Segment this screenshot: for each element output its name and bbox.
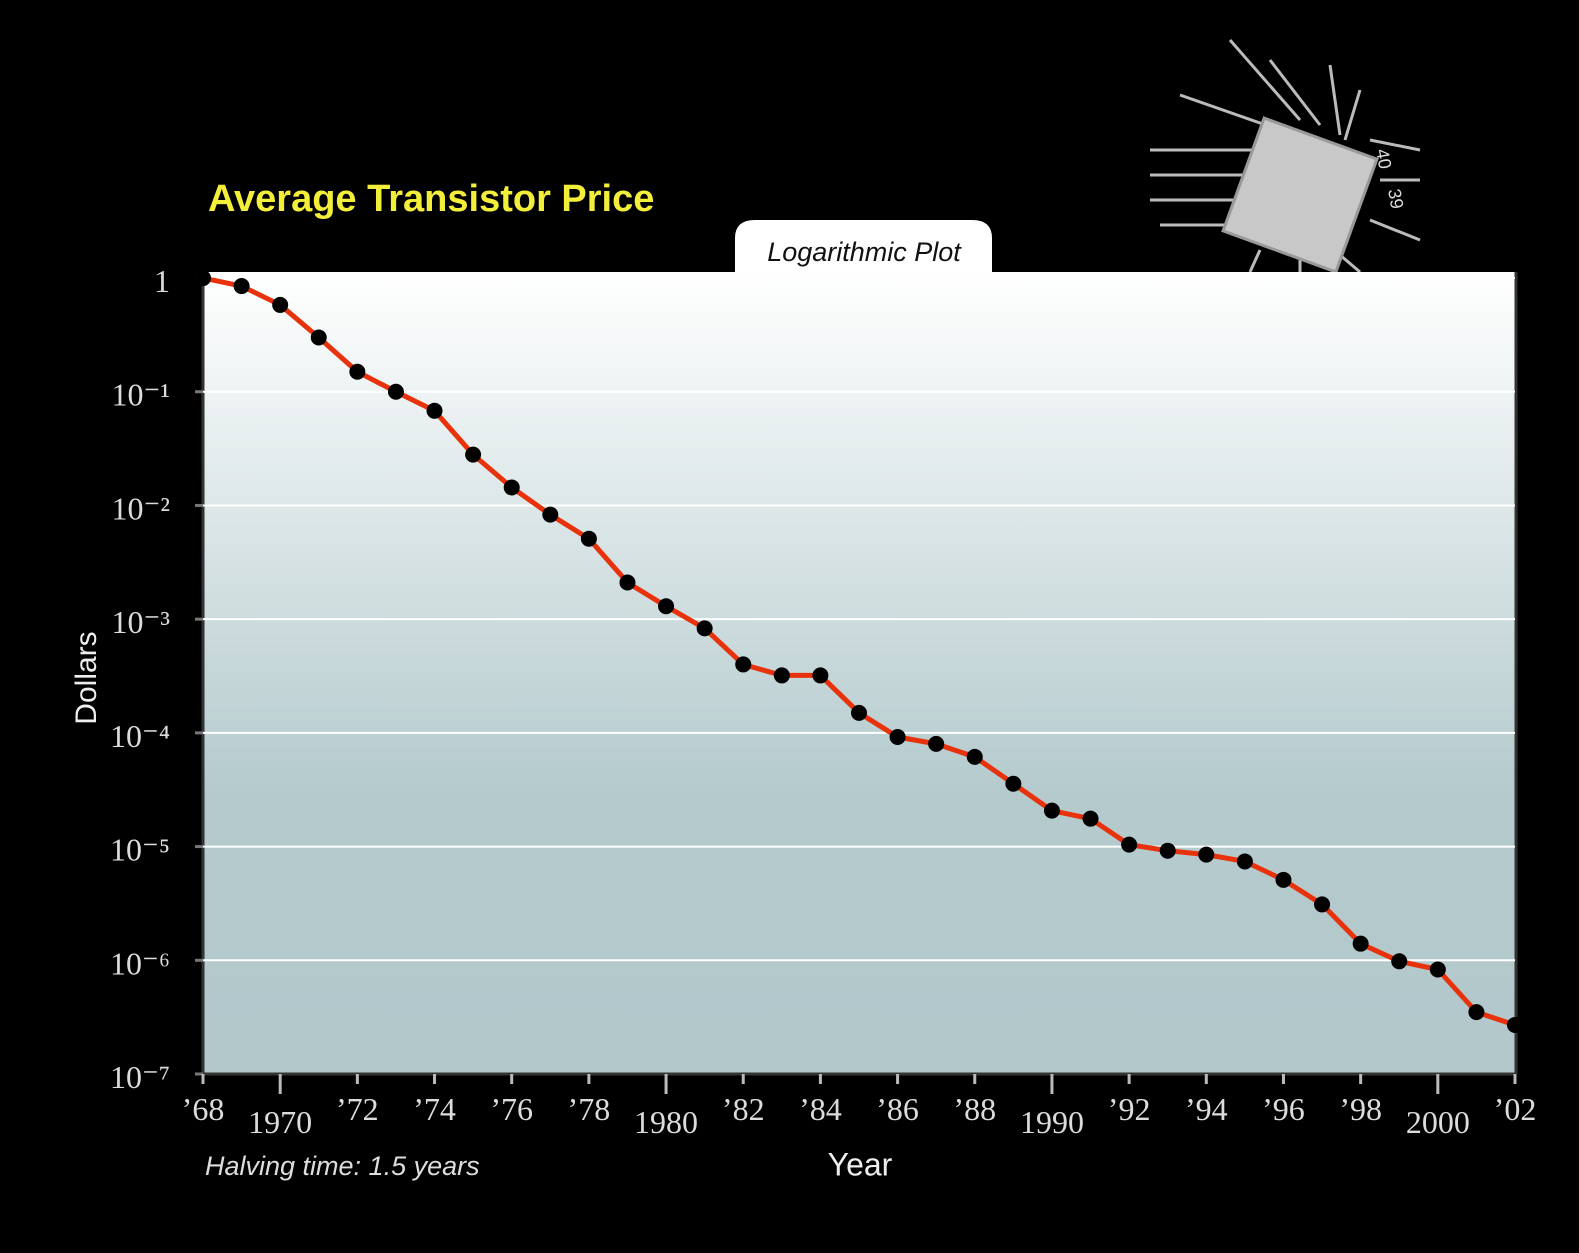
x-tick-label: ’72	[336, 1091, 379, 1127]
x-tick-label: ’74	[413, 1091, 456, 1127]
x-tick-label: 1980	[634, 1104, 698, 1140]
data-point	[1082, 810, 1099, 827]
data-point	[928, 735, 945, 752]
y-tick-label: 10⁻¹	[112, 377, 170, 413]
chip-pin-label: 40	[1372, 147, 1395, 170]
data-point	[1005, 775, 1022, 792]
data-point	[812, 667, 829, 684]
data-point	[966, 748, 983, 765]
data-point	[1275, 871, 1292, 888]
data-point	[195, 270, 211, 287]
y-tick-label: 1	[154, 263, 170, 299]
data-point	[1314, 896, 1331, 913]
y-tick-label: 10⁻⁷	[110, 1059, 170, 1095]
chart-title: Average Transistor Price	[208, 178, 654, 220]
data-point	[1236, 853, 1253, 870]
data-point	[1198, 846, 1215, 863]
y-tick-label: 10⁻⁵	[110, 832, 170, 868]
data-point	[503, 479, 520, 496]
x-tick-label: ’94	[1185, 1091, 1228, 1127]
x-tick-label: ’98	[1339, 1091, 1382, 1127]
data-point	[542, 506, 559, 523]
data-point	[387, 383, 404, 400]
x-tick-label: ’92	[1108, 1091, 1151, 1127]
data-point	[1507, 1016, 1523, 1033]
data-point	[696, 620, 713, 637]
data-point	[1352, 935, 1369, 952]
data-point	[310, 329, 327, 346]
x-tick-label: ’86	[876, 1091, 919, 1127]
x-tick-label: ’02	[1494, 1091, 1537, 1127]
x-tick-label: ’96	[1262, 1091, 1305, 1127]
annotation: Halving time: 1.5 years	[205, 1151, 480, 1181]
data-point	[349, 363, 366, 380]
data-point	[233, 278, 250, 295]
data-point	[1429, 961, 1446, 978]
data-point	[889, 728, 906, 745]
data-point	[580, 530, 597, 547]
x-axis-label: Year	[828, 1146, 893, 1182]
x-tick-label: ’82	[722, 1091, 765, 1127]
x-tick-label: ’78	[568, 1091, 611, 1127]
y-tick-label: 10⁻³	[112, 604, 170, 640]
y-axis-label: Dollars	[70, 631, 103, 724]
x-tick-label: 1990	[1020, 1104, 1084, 1140]
data-point	[658, 598, 675, 615]
x-tick-label: 1970	[248, 1104, 312, 1140]
data-point	[773, 667, 790, 684]
x-tick-label: ’76	[490, 1091, 533, 1127]
data-point	[851, 704, 867, 721]
subtitle: Logarithmic Plot	[767, 237, 962, 267]
y-tick-label: 10⁻⁶	[110, 945, 170, 981]
data-point	[1121, 836, 1138, 853]
data-point	[272, 296, 289, 313]
subtitle-tab	[735, 220, 992, 272]
data-point	[1391, 953, 1408, 970]
data-point	[735, 656, 752, 673]
data-point	[619, 574, 636, 591]
data-point	[1159, 842, 1176, 859]
y-tick-label: 10⁻⁴	[110, 718, 170, 754]
chip-pin-label: 39	[1384, 187, 1407, 210]
y-tick-label: 10⁻²	[112, 490, 170, 526]
data-point	[426, 402, 443, 419]
data-point	[1043, 802, 1060, 819]
x-tick-label: 2000	[1406, 1104, 1470, 1140]
x-tick-label: ’84	[799, 1091, 842, 1127]
x-tick-label: ’88	[953, 1091, 996, 1127]
data-point	[1468, 1004, 1485, 1021]
x-tick-label: ’68	[182, 1091, 225, 1127]
chip-illustration	[1150, 39, 1421, 274]
data-point	[465, 446, 482, 463]
